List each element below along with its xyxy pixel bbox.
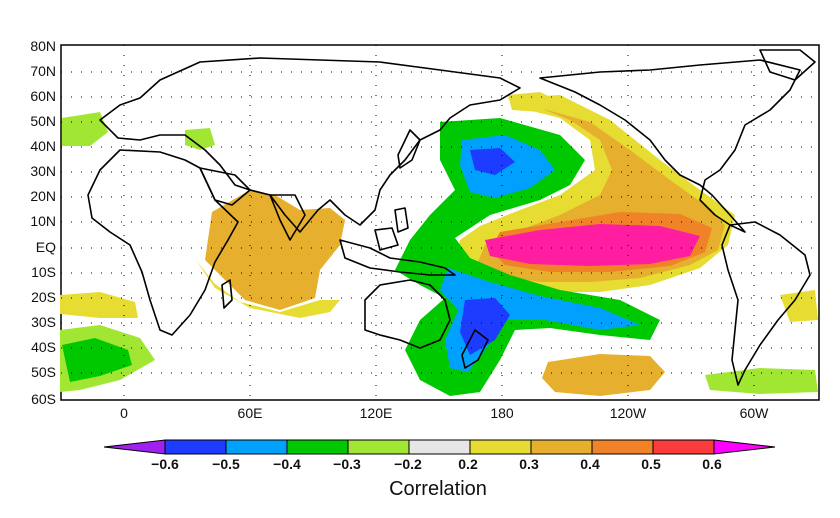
colorbar-label-neg-0-4: −0.4 bbox=[273, 456, 301, 472]
colorbar-segment bbox=[408, 439, 471, 455]
colorbar-segment bbox=[652, 439, 715, 455]
lat-label-eq: EQ bbox=[36, 239, 56, 255]
latitude-labels: 80N 70N 60N 50N 40N 30N 20N 10N EQ 10S 2… bbox=[30, 38, 56, 407]
lat-label-50n: 50N bbox=[30, 113, 56, 129]
africa-outline bbox=[87, 149, 239, 336]
colorbar-segment-min bbox=[103, 439, 166, 455]
lat-label-20s: 20S bbox=[31, 289, 56, 305]
lat-label-30s: 30S bbox=[31, 314, 56, 330]
mediterranean-negative bbox=[185, 128, 215, 150]
south-atlantic-positive bbox=[60, 292, 138, 318]
lon-label-60e: 60E bbox=[238, 405, 263, 421]
colorbar-segment bbox=[469, 439, 532, 455]
colorbar-label-neg-0-3: −0.3 bbox=[333, 456, 361, 472]
lon-label-180: 180 bbox=[490, 405, 514, 421]
japan-outline bbox=[397, 129, 421, 169]
colorbar-label-neg-0-2: −0.2 bbox=[394, 456, 422, 472]
lat-label-60n: 60N bbox=[30, 88, 56, 104]
colorbar-segment bbox=[591, 439, 654, 455]
north-america-outline bbox=[539, 59, 801, 233]
lat-label-20n: 20N bbox=[30, 188, 56, 204]
lon-label-0: 0 bbox=[120, 405, 128, 421]
west-pacific-negative-core bbox=[460, 148, 515, 355]
colorbar-label-neg-0-6: −0.6 bbox=[151, 456, 179, 472]
south-pacific-positive bbox=[542, 354, 665, 396]
colorbar-segment bbox=[164, 439, 227, 455]
arabia-outline bbox=[199, 167, 251, 206]
lat-label-70n: 70N bbox=[30, 63, 56, 79]
north-atlantic-negative bbox=[62, 112, 108, 146]
new-zealand-outline bbox=[461, 329, 489, 369]
colorbar-label-0-5: 0.5 bbox=[641, 456, 661, 472]
colorbar-label-0-6: 0.6 bbox=[702, 456, 722, 472]
colorbar bbox=[103, 439, 776, 455]
lat-label-60s: 60S bbox=[31, 391, 56, 407]
colorbar-label-0-4: 0.4 bbox=[580, 456, 600, 472]
lat-label-40s: 40S bbox=[31, 339, 56, 355]
continent-outlines bbox=[87, 49, 816, 386]
india-outline bbox=[269, 194, 306, 241]
pacific-positive-peak bbox=[485, 224, 700, 266]
madagascar-outline bbox=[221, 279, 233, 309]
colorbar-title: Correlation bbox=[389, 478, 487, 500]
south-america-outline bbox=[721, 221, 811, 386]
lat-label-10s: 10S bbox=[31, 264, 56, 280]
colorbar-label-0-3: 0.3 bbox=[519, 456, 539, 472]
chile-positive bbox=[780, 290, 818, 322]
colorbar-label-neg-0-5: −0.5 bbox=[212, 456, 240, 472]
longitude-labels: 0 60E 120E 180 120W 60W bbox=[120, 405, 769, 421]
colorbar-segment-max bbox=[713, 439, 776, 455]
eurasia-outline bbox=[99, 57, 521, 233]
lat-label-80n: 80N bbox=[30, 38, 56, 54]
antarctic-negative bbox=[705, 368, 818, 394]
lat-label-10n: 10N bbox=[30, 213, 56, 229]
lat-label-30n: 30N bbox=[30, 163, 56, 179]
indonesia-outline bbox=[339, 239, 456, 276]
colorbar-segment bbox=[286, 439, 349, 455]
south-atlantic-negative-core bbox=[62, 338, 132, 382]
borneo-outline bbox=[374, 227, 399, 251]
lat-label-40n: 40N bbox=[30, 138, 56, 154]
australia-outline bbox=[364, 279, 451, 349]
indian-ocean-positive-yellow bbox=[196, 260, 340, 318]
colorbar-labels: −0.6 −0.5 −0.4 −0.3 −0.2 0.2 0.3 0.4 0.5… bbox=[151, 456, 722, 472]
lon-label-60w: 60W bbox=[740, 405, 770, 421]
colorbar-label-0-2: 0.2 bbox=[458, 456, 478, 472]
correlation-shading bbox=[60, 92, 818, 396]
colorbar-segment bbox=[530, 439, 593, 455]
colorbar-segment bbox=[225, 439, 288, 455]
lon-label-120w: 120W bbox=[610, 405, 647, 421]
greenland-outline bbox=[759, 49, 816, 81]
philippines-outline bbox=[394, 207, 409, 233]
lon-label-120e: 120E bbox=[360, 405, 393, 421]
colorbar-segment bbox=[347, 439, 410, 455]
lat-label-50s: 50S bbox=[31, 364, 56, 380]
